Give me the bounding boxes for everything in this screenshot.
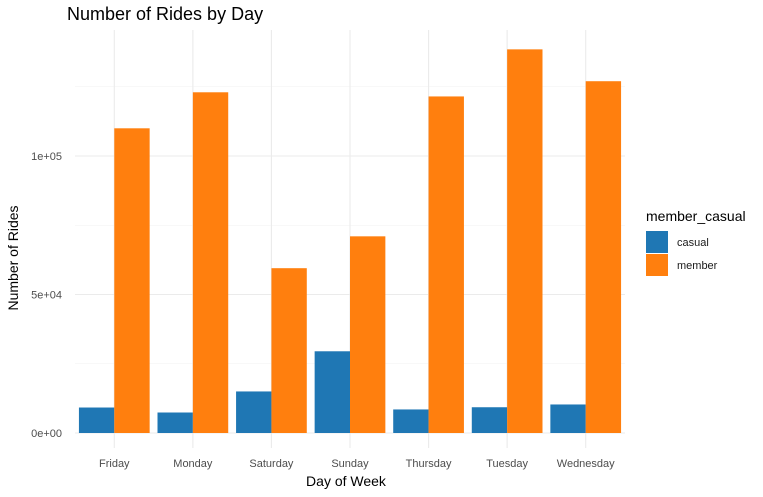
x-tick-label: Wednesday — [557, 458, 615, 470]
y-tick-label: 1e+05 — [31, 151, 62, 163]
bar-casual-friday — [78, 407, 115, 433]
bar-member-monday — [192, 92, 229, 433]
x-tick-label: Monday — [173, 458, 213, 470]
legend: member_casual casual member — [646, 208, 746, 276]
y-tick-label: 0e+00 — [31, 428, 62, 440]
x-tick-label: Friday — [99, 458, 130, 470]
bar-casual-saturday — [236, 391, 272, 433]
bar-member-friday — [114, 128, 150, 434]
legend-key-casual — [646, 231, 668, 253]
bar-member-sunday — [350, 236, 386, 433]
x-tick-label: Saturday — [249, 458, 294, 470]
bar-casual-sunday — [314, 351, 350, 433]
legend-label-casual: casual — [677, 237, 709, 249]
x-axis-title: Day of Week — [306, 473, 387, 489]
legend-key-member — [646, 254, 668, 276]
x-tick-label: Sunday — [331, 458, 369, 470]
bar-member-saturday — [271, 268, 307, 433]
bar-casual-thursday — [393, 409, 429, 433]
legend-title: member_casual — [646, 208, 746, 224]
y-axis-tick-labels: 0e+00 5e+04 1e+05 — [31, 151, 62, 440]
bar-member-wednesday — [585, 81, 622, 434]
bar-casual-monday — [157, 412, 193, 433]
bar-member-thursday — [428, 96, 464, 433]
bar-casual-wednesday — [550, 404, 586, 433]
x-tick-label: Thursday — [406, 458, 452, 470]
y-axis-title: Number of Rides — [5, 205, 21, 310]
bar-member-tuesday — [507, 49, 543, 434]
x-axis-tick-labels: Friday Monday Saturday Sunday Thursday Tuesda… — [99, 458, 615, 470]
y-tick-label: 5e+04 — [31, 290, 62, 302]
bars — [78, 49, 622, 434]
x-tick-label: Tuesday — [486, 458, 528, 470]
bar-casual-tuesday — [471, 407, 508, 433]
legend-label-member: member — [677, 260, 718, 272]
chart-title: Number of Rides by Day — [67, 4, 263, 24]
